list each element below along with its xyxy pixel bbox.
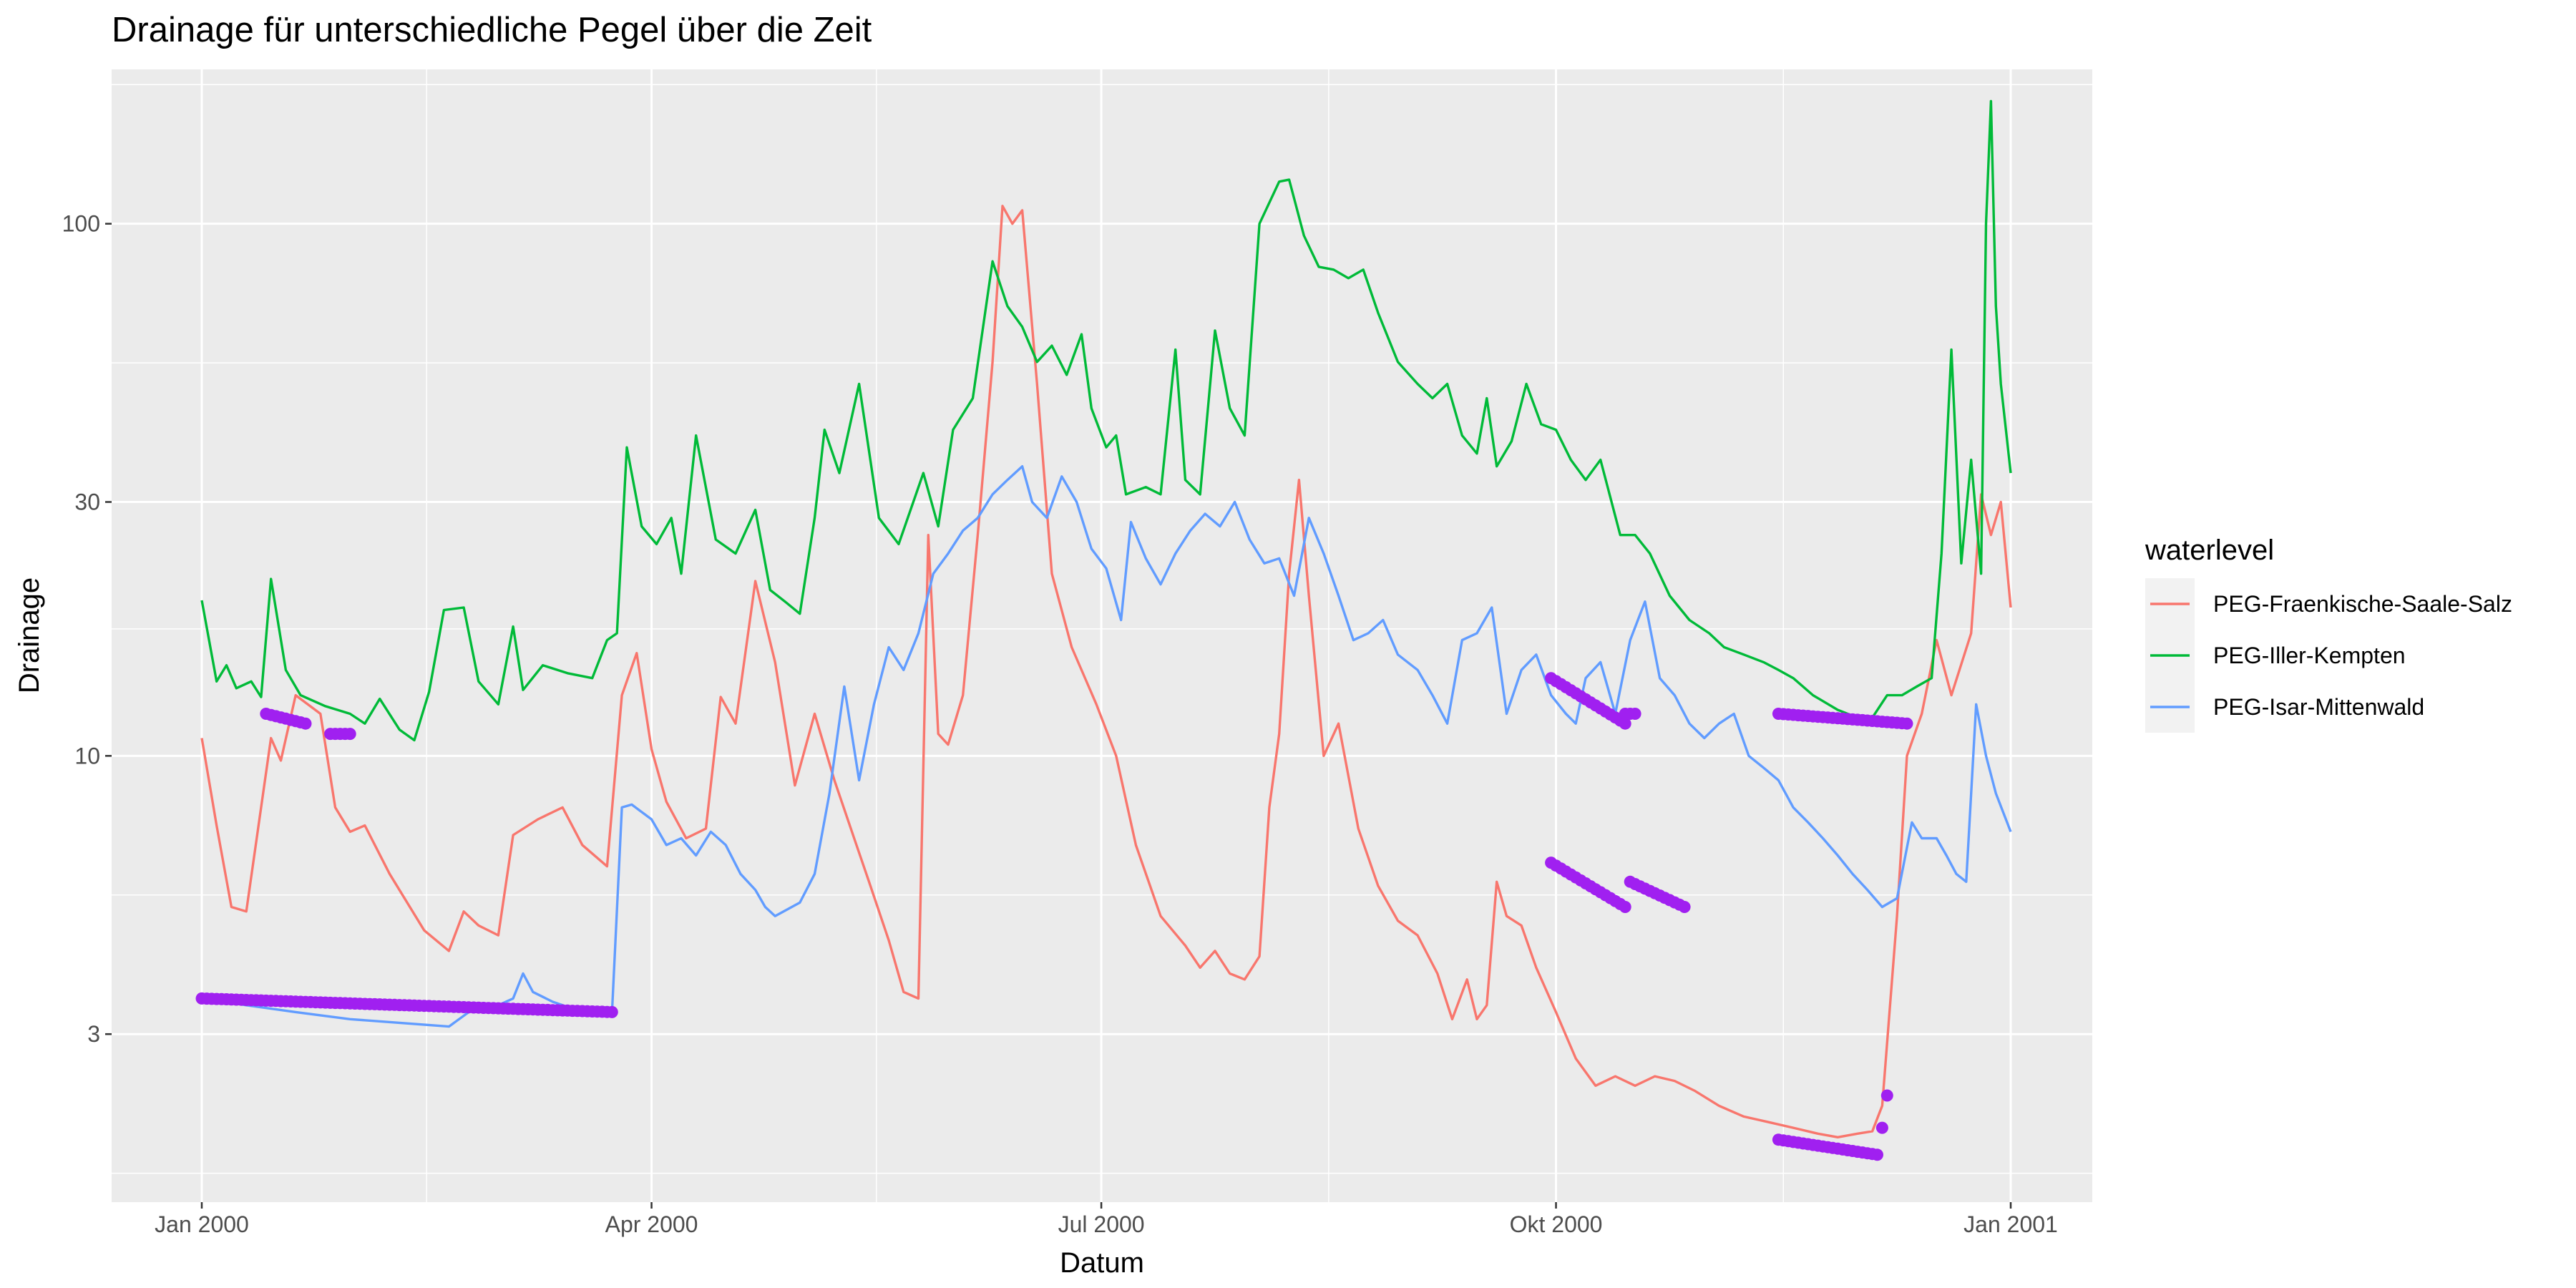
series-line-1: [200, 205, 2012, 1138]
highlight-point: [1619, 901, 1631, 913]
highlight-point: [1871, 1148, 1883, 1161]
grid-major: [112, 69, 2092, 1202]
highlight-point: [1880, 1089, 1893, 1102]
legend-items: PEG-Fraenkische-Saale-Salz PEG-Iller-Kemp…: [2145, 578, 2512, 733]
highlight-layer: [195, 672, 1913, 1161]
highlight-point: [299, 717, 312, 730]
x-axis-title: Datum: [1060, 1247, 1144, 1279]
series-lines: [200, 99, 2012, 1138]
x-axis: Jan 2000 Apr 2000 Jul 2000 Okt 2000 Jan 2001: [155, 1202, 2058, 1237]
x-tick-label: Jan 2001: [1963, 1211, 2058, 1237]
legend: waterlevel PEG-Fraenkische-Saale-SalzPEG…: [2145, 535, 2512, 733]
y-tick-label: 30: [74, 489, 100, 515]
highlight-point: [1875, 1121, 1888, 1134]
y-tick-label: 3: [87, 1021, 100, 1047]
y-axis-title: Drainage: [14, 577, 45, 693]
series-line-3: [201, 465, 2012, 1028]
y-tick-label: 10: [74, 743, 100, 769]
x-tick-label: Jul 2000: [1058, 1211, 1145, 1237]
highlight-point: [1619, 717, 1631, 730]
x-tick-label: Jan 2000: [155, 1211, 249, 1237]
highlight-point: [1901, 717, 1913, 730]
highlight-point: [343, 728, 356, 741]
legend-title: waterlevel: [2145, 535, 2274, 566]
legend-label: PEG-Fraenkische-Saale-Salz: [2213, 591, 2512, 617]
chart-title: Drainage für unterschiedliche Pegel über…: [112, 11, 872, 49]
series-line-2: [200, 99, 2012, 742]
highlight-point: [1678, 901, 1691, 913]
legend-label: PEG-Isar-Mittenwald: [2213, 694, 2424, 720]
legend-label: PEG-Iller-Kempten: [2213, 643, 2406, 668]
y-tick-label: 100: [62, 211, 100, 237]
x-tick-label: Okt 2000: [1510, 1211, 1603, 1237]
highlight-point: [1629, 708, 1641, 720]
x-tick-label: Apr 2000: [605, 1211, 698, 1237]
highlight-point: [605, 1005, 618, 1018]
y-axis: 3 10 30 100: [62, 211, 112, 1047]
